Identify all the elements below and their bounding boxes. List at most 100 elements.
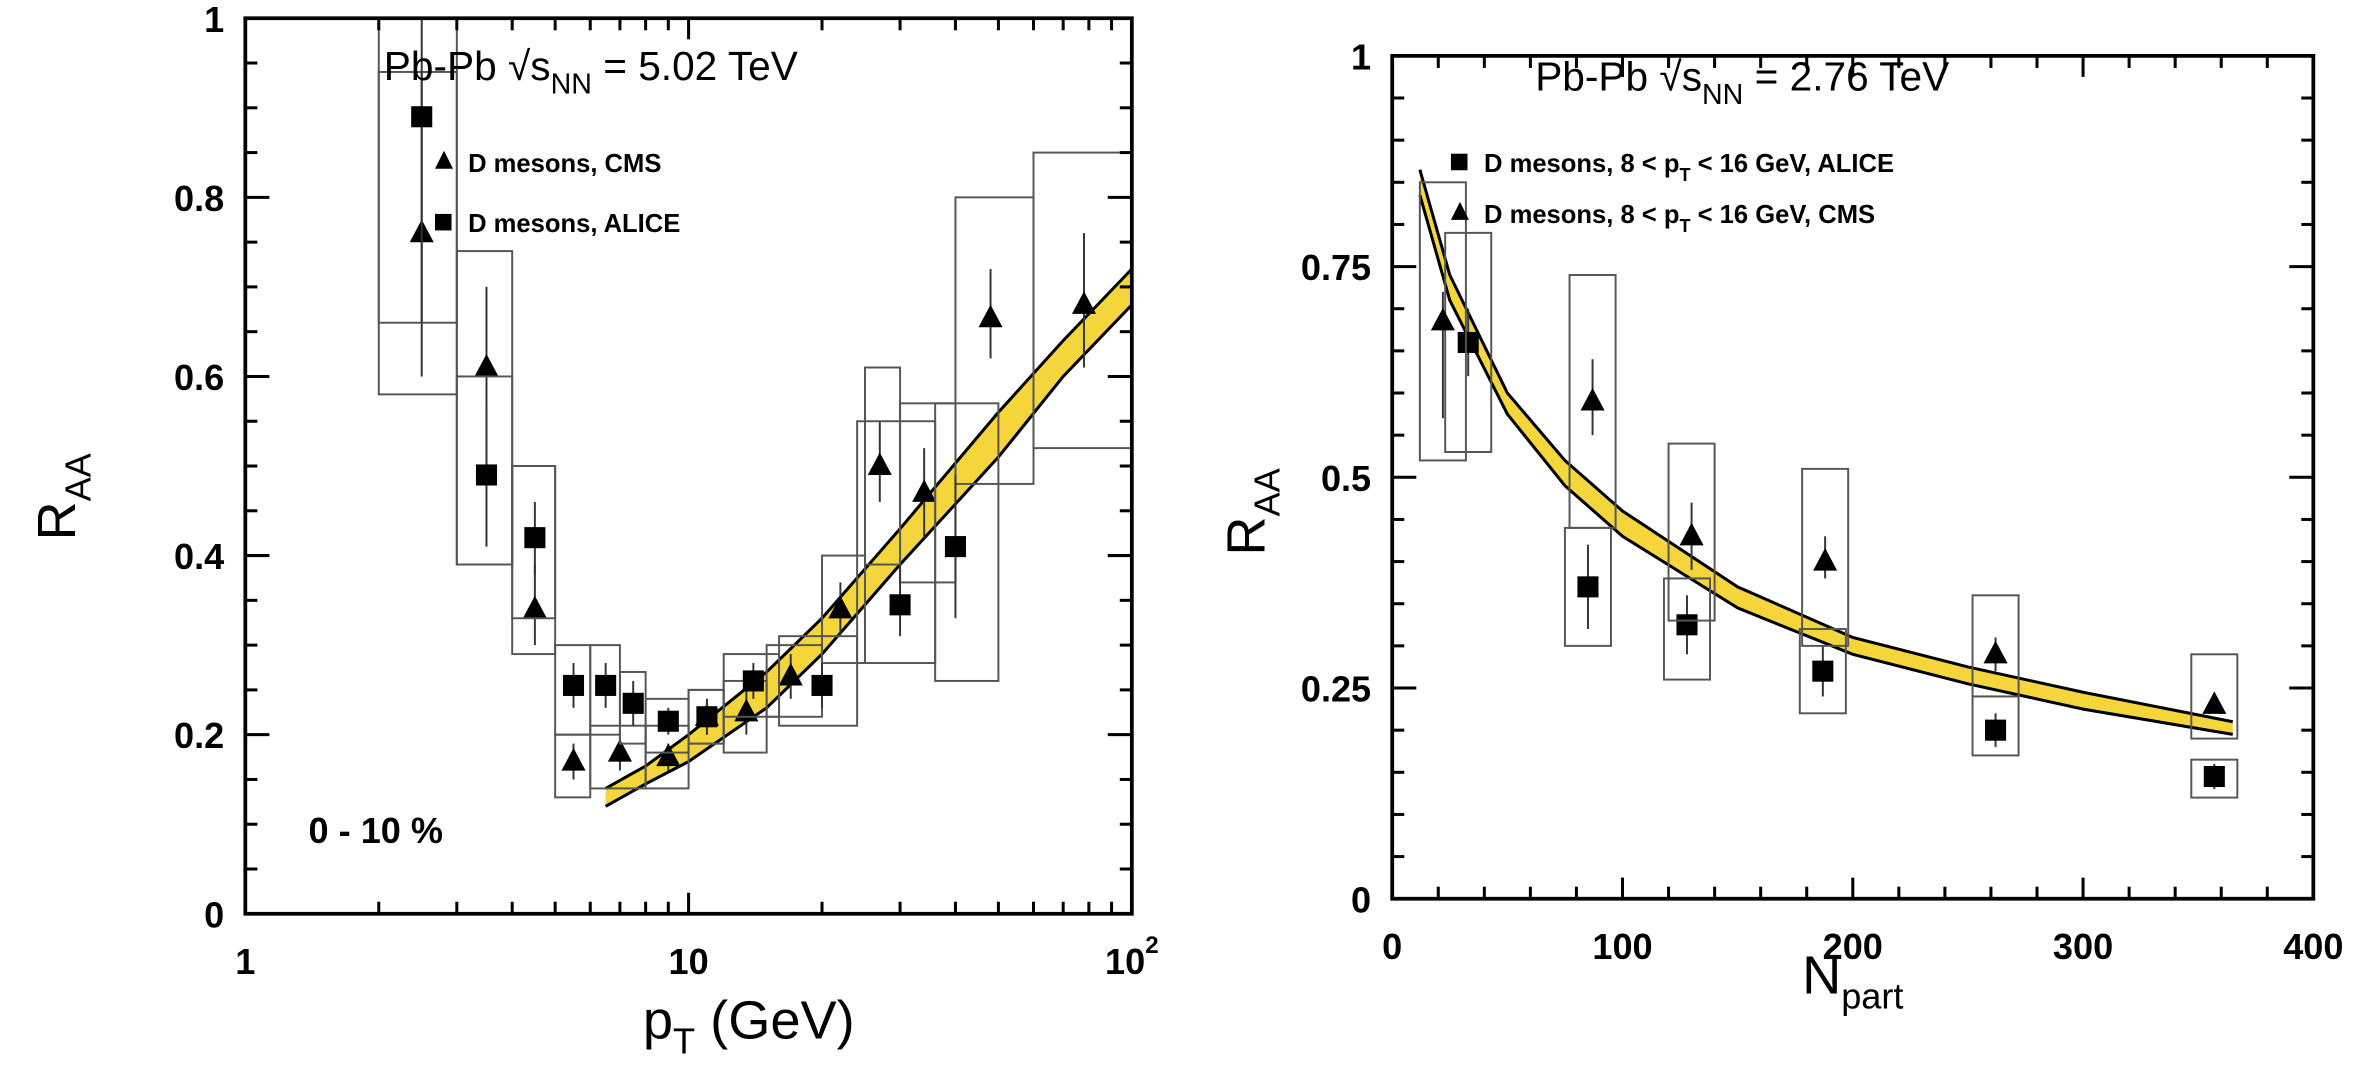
triangle-marker <box>778 662 803 686</box>
systematic-box <box>1971 594 2020 698</box>
legend-text: D mesons, 8 < p <box>1484 150 1679 178</box>
systematic-box <box>511 465 557 656</box>
triangle-marker <box>607 739 632 762</box>
legend-entry: D mesons, 8 < pT < 16 GeV, ALICE <box>1484 150 1894 185</box>
systematic-box <box>1662 577 1711 681</box>
square-marker <box>1457 331 1479 353</box>
y-tick-label: 0.6 <box>174 357 224 398</box>
square-marker <box>696 706 718 728</box>
legend-triangle-icon <box>434 150 454 169</box>
sqrt-s: √s <box>497 43 551 89</box>
y-axis-title-subscript: AA <box>1246 467 1287 516</box>
energy-value: = 2.76 TeV <box>1743 53 1949 99</box>
x-tick-label: 400 <box>2283 926 2343 967</box>
x-axis-title: pT (GeV) <box>643 991 855 1062</box>
legend-subscript: T <box>1679 165 1690 185</box>
x-axis-title-subscript: part <box>1841 976 1903 1017</box>
collision-system: Pb-Pb <box>384 43 497 89</box>
systematic-box <box>1444 231 1493 453</box>
x-tick-label-exponent: 2 <box>1145 932 1158 959</box>
legend-entry: D mesons, ALICE <box>468 210 680 238</box>
systematic-box <box>821 554 866 665</box>
legend-text: D mesons, 8 < p <box>1484 201 1679 229</box>
model-band <box>1419 169 2233 735</box>
legend-square-icon <box>1450 153 1468 171</box>
y-tick-label: 0.4 <box>174 536 224 577</box>
square-marker <box>562 674 585 696</box>
systematic-box <box>1798 628 1847 715</box>
chart-title: Pb-Pb √sNN = 2.76 TeV <box>1535 53 1949 111</box>
triangle-marker <box>912 479 937 502</box>
legend-text-rest: < 16 GeV, CMS <box>1691 201 1876 229</box>
y-tick-label: 0.5 <box>1321 458 1371 499</box>
triangle-marker <box>1983 640 2008 664</box>
square-marker <box>889 594 911 616</box>
plot-frame <box>1390 53 2316 901</box>
y-tick-label: 0 <box>204 894 224 935</box>
x-tick-label: 200 <box>1823 926 1883 967</box>
triangle-marker <box>734 698 759 722</box>
energy-value: = 5.02 TeV <box>592 43 798 89</box>
model-lower-line <box>1418 194 2233 736</box>
triangle-marker <box>2202 691 2227 714</box>
systematic-box <box>1667 442 1716 622</box>
triangle-marker <box>561 747 586 771</box>
y-tick-label: 0.2 <box>174 715 224 756</box>
y-tick-label: 0.25 <box>1301 669 1371 710</box>
sqrt-s: √s <box>1648 53 1702 99</box>
square-marker <box>742 670 764 692</box>
y-tick-label: 0.8 <box>174 178 224 219</box>
systematic-box <box>778 635 859 727</box>
square-marker <box>411 106 433 128</box>
y-axis-title-subscript: AA <box>57 452 98 501</box>
y-tick-label: 1 <box>204 0 224 40</box>
centrality-annotation: 0 - 10 % <box>309 810 443 851</box>
triangle-marker <box>828 595 853 619</box>
chart-title: Pb-Pb √sNN = 5.02 TeV <box>384 43 798 101</box>
right-panel-npart: 0 100 200 300 400 0 0.25 0.5 0.75 1 Npart RAA Pb-Pb … <box>1216 36 2343 1016</box>
triangle-marker <box>522 595 547 619</box>
collision-system: Pb-Pb <box>1535 53 1648 99</box>
legend-subscript: T <box>1679 216 1690 236</box>
x-tick-label: 1 <box>235 941 255 982</box>
systematic-box <box>1568 274 1617 529</box>
systematic-box <box>2190 653 2239 740</box>
square-marker <box>657 710 679 732</box>
left-panel-pt: 1 10 102 0 0.2 0.4 0.6 0.8 1 pT (GeV) RAA Pb-Pb √sN… <box>27 0 1158 1062</box>
triangle-marker <box>867 452 892 476</box>
square-marker <box>1577 576 1599 598</box>
legend-square-icon <box>434 213 452 231</box>
systematic-box <box>934 402 1000 682</box>
triangle-marker <box>1813 548 1838 571</box>
systematic-box <box>511 465 557 620</box>
x-axis-title: Npart <box>1802 946 1903 1017</box>
square-marker <box>2203 765 2225 788</box>
triangle-marker <box>1580 387 1605 411</box>
y-tick-label: 0.75 <box>1301 247 1371 288</box>
systematic-box <box>1801 467 1850 647</box>
legend-entry: D mesons, 8 < pT < 16 GeV, CMS <box>1484 201 1875 236</box>
x-axis-title-subscript: T <box>673 1021 695 1062</box>
triangle-marker <box>978 304 1003 328</box>
square-marker <box>622 692 644 714</box>
square-marker <box>944 536 966 558</box>
x-axis-title-main: N <box>1802 946 1841 1006</box>
x-axis-title-unit: (GeV) <box>695 991 855 1051</box>
triangle-marker <box>1071 291 1097 314</box>
x-tick-label: 0 <box>1382 926 1402 967</box>
legend-triangle-icon <box>1450 201 1469 220</box>
x-axis-title-main: p <box>643 991 673 1051</box>
y-tick-label: 0 <box>1351 879 1371 920</box>
y-tick-label: 1 <box>1351 36 1371 77</box>
triangle-marker <box>474 353 499 377</box>
legend-text-rest: < 16 GeV, ALICE <box>1691 150 1895 178</box>
x-tick-label: 102 <box>1105 932 1159 982</box>
x-tick-label: 300 <box>2053 926 2113 967</box>
triangle-marker <box>1430 307 1455 331</box>
systematic-box <box>2190 758 2239 799</box>
systematic-box <box>455 250 514 566</box>
square-marker <box>811 674 833 696</box>
y-axis-title: RAA <box>27 452 98 540</box>
model-upper-line <box>604 267 1133 790</box>
